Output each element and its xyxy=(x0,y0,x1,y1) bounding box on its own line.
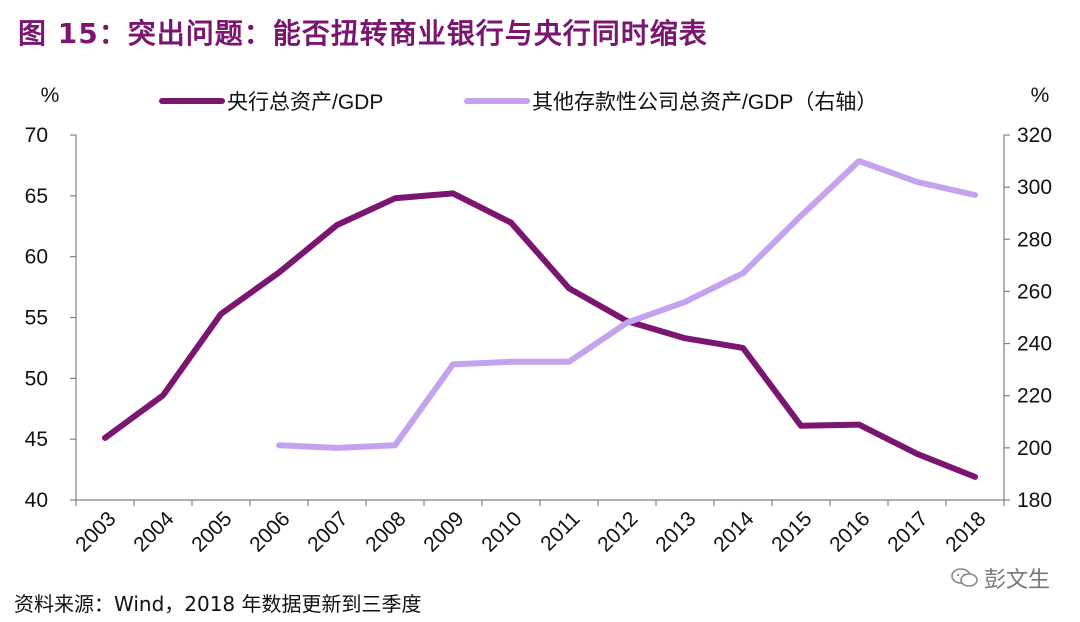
data-point xyxy=(160,392,166,398)
x-tick-label: 2015 xyxy=(767,507,816,556)
data-point xyxy=(856,422,862,428)
data-point xyxy=(914,179,920,185)
legend-label: 央行总资产/GDP xyxy=(227,91,383,114)
series-lines xyxy=(102,158,978,480)
data-point xyxy=(334,222,340,228)
data-point xyxy=(972,192,978,198)
data-point xyxy=(798,213,804,219)
x-tick-label: 2009 xyxy=(419,507,468,556)
left-tick-label: 40 xyxy=(25,489,48,512)
x-tick-label: 2011 xyxy=(536,507,584,555)
data-point xyxy=(856,158,862,164)
data-point xyxy=(102,435,108,441)
right-tick-label: 300 xyxy=(1017,176,1052,199)
x-tick-label: 2010 xyxy=(477,507,526,556)
x-tick-label: 2007 xyxy=(303,507,352,556)
x-tick-label: 2013 xyxy=(651,507,700,556)
x-tick-label: 2006 xyxy=(245,507,294,556)
x-tick-label: 2016 xyxy=(825,507,874,556)
data-point xyxy=(682,299,688,305)
data-point xyxy=(276,442,282,448)
x-tick-label: 2017 xyxy=(883,507,932,556)
data-point xyxy=(740,345,746,351)
right-tick-label: 180 xyxy=(1017,489,1052,512)
data-point xyxy=(334,445,340,451)
legend-label: 其他存款性公司总资产/GDP（右轴） xyxy=(532,91,877,114)
left-tick-label: 50 xyxy=(25,367,48,390)
x-tick-label: 2008 xyxy=(361,507,410,556)
series-line-other-depository-assets xyxy=(276,158,978,451)
data-point xyxy=(508,359,514,365)
data-point xyxy=(914,451,920,457)
x-tick-label: 2004 xyxy=(129,507,179,557)
data-point xyxy=(276,269,282,275)
legend: 央行总资产/GDP 其他存款性公司总资产/GDP（右轴） xyxy=(159,91,877,114)
right-tick-label: 200 xyxy=(1017,437,1052,460)
x-tick-label: 2012 xyxy=(593,507,642,556)
right-tick-label: 240 xyxy=(1017,333,1052,356)
source-note: 资料来源：Wind，2018 年数据更新到三季度 xyxy=(14,592,422,616)
wechat-icon xyxy=(951,568,978,587)
left-axis-label: % xyxy=(41,84,60,107)
left-tick-label: 55 xyxy=(25,307,48,330)
data-point xyxy=(972,474,978,480)
data-point xyxy=(566,359,572,365)
x-tick-label: 2005 xyxy=(187,507,236,556)
axes xyxy=(70,134,1010,506)
data-point xyxy=(450,190,456,196)
data-point xyxy=(682,335,688,341)
right-tick-label: 320 xyxy=(1017,124,1052,147)
data-point xyxy=(566,285,572,291)
data-point xyxy=(798,423,804,429)
data-point xyxy=(392,442,398,448)
x-tick-label: 2014 xyxy=(709,507,759,557)
left-tick-label: 45 xyxy=(25,428,48,451)
left-tick-label: 60 xyxy=(25,246,48,269)
right-tick-label: 260 xyxy=(1017,280,1052,303)
right-tick-label: 220 xyxy=(1017,385,1052,408)
watermark: 彭文生 xyxy=(950,562,1050,594)
data-point xyxy=(740,270,746,276)
right-tick-label: 280 xyxy=(1017,228,1052,251)
left-tick-label: 65 xyxy=(25,185,48,208)
data-point xyxy=(450,361,456,367)
right-axis-label: % xyxy=(1031,84,1050,107)
series-line-central-bank-assets xyxy=(102,190,978,480)
data-point xyxy=(624,320,630,326)
figure-title: 图 15：突出问题：能否扭转商业银行与央行同时缩表 xyxy=(18,17,708,50)
x-tick-label: 2018 xyxy=(941,507,990,556)
data-point xyxy=(392,195,398,201)
tick-labels: 40 45 50 55 60 65 70 180 200 220 240 260 280 300 320%%… xyxy=(25,84,1052,557)
data-point xyxy=(508,220,514,226)
x-tick-label: 2003 xyxy=(71,507,120,556)
left-tick-label: 70 xyxy=(25,124,48,147)
data-point xyxy=(218,311,224,317)
watermark-text: 彭文生 xyxy=(983,568,1050,593)
